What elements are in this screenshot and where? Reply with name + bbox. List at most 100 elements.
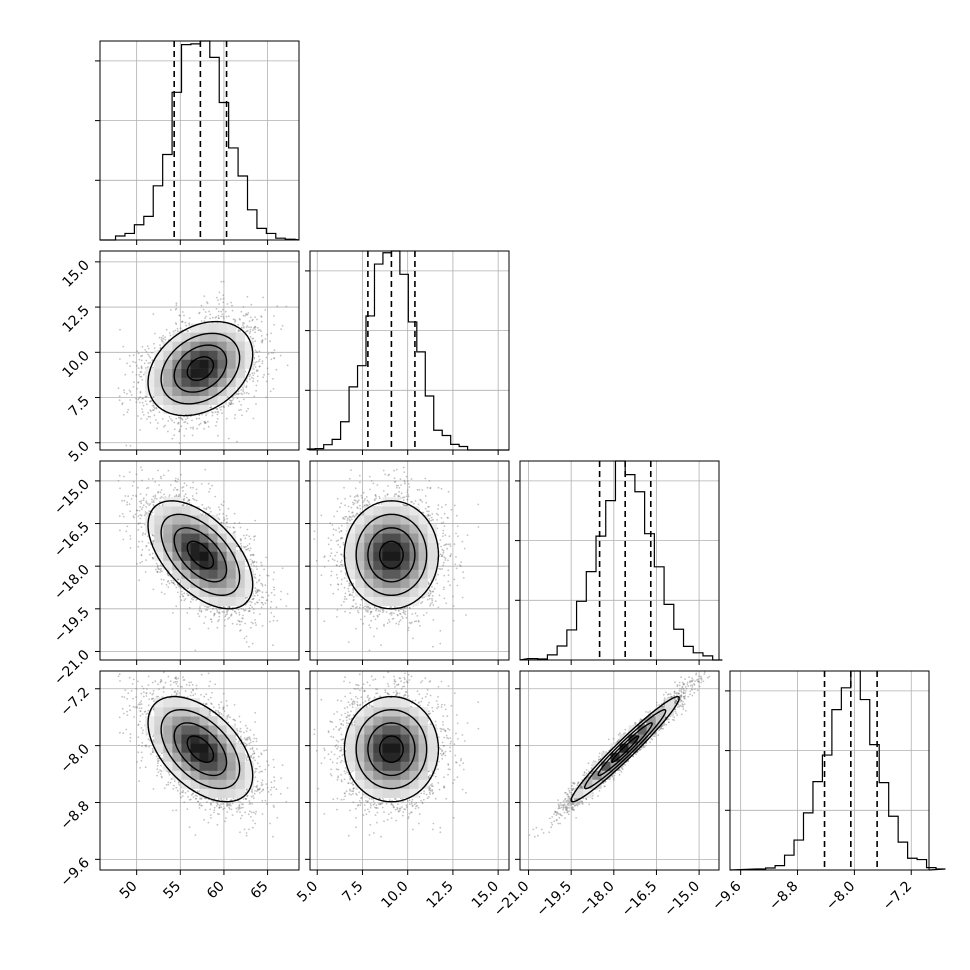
density-cell <box>154 359 164 369</box>
sample-point <box>344 515 347 518</box>
sample-point <box>265 396 268 399</box>
sample-point <box>255 351 258 353</box>
sample-point <box>159 347 162 349</box>
sample-point <box>432 619 435 621</box>
sample-point <box>205 421 207 424</box>
sample-point <box>346 521 348 524</box>
sample-point <box>254 361 257 364</box>
sample-point <box>144 400 147 402</box>
sample-point <box>223 619 226 621</box>
sample-point <box>238 521 241 524</box>
sample-point <box>140 526 143 528</box>
sample-point <box>273 594 276 596</box>
density-cell <box>226 587 236 597</box>
density-cell <box>154 506 164 516</box>
sample-point <box>128 389 131 392</box>
sample-point <box>260 320 263 323</box>
sample-point <box>180 590 183 593</box>
sample-point <box>286 364 289 367</box>
sample-point <box>174 480 177 482</box>
density-cell <box>145 377 155 387</box>
density-cell <box>190 542 200 552</box>
sample-point <box>153 407 156 410</box>
sample-point <box>140 466 142 469</box>
sample-point <box>229 403 232 406</box>
sample-point <box>135 473 138 476</box>
sample-point <box>126 392 128 395</box>
sample-point <box>225 315 228 318</box>
sample-point <box>220 521 223 524</box>
sample-point <box>144 511 147 513</box>
sample-point <box>155 407 158 410</box>
sample-point <box>145 493 148 496</box>
sample-point <box>208 310 211 313</box>
sample-point <box>192 426 195 429</box>
sample-point <box>201 413 203 416</box>
sample-point <box>416 615 419 617</box>
sample-point <box>216 408 218 411</box>
sample-point <box>118 474 121 477</box>
sample-point <box>235 612 238 615</box>
density-cell <box>226 350 236 360</box>
sample-point <box>201 503 204 506</box>
sample-point <box>258 360 260 363</box>
density-cell <box>226 560 236 570</box>
sample-point <box>198 312 201 315</box>
sample-point <box>167 586 170 588</box>
sample-point <box>211 411 213 413</box>
sample-point <box>218 618 220 621</box>
sample-point <box>128 354 131 357</box>
sample-point <box>443 574 446 577</box>
sample-point <box>379 497 381 500</box>
density-cell <box>199 350 209 360</box>
sample-point <box>231 304 233 307</box>
sample-point <box>142 497 145 500</box>
sample-point <box>223 317 225 320</box>
sample-point <box>273 571 275 574</box>
sample-point <box>171 419 174 422</box>
sample-point <box>237 608 240 611</box>
sample-point <box>168 582 171 585</box>
sample-point <box>234 414 237 416</box>
sample-point <box>238 613 241 616</box>
sample-point <box>173 495 176 498</box>
sample-point <box>442 588 445 591</box>
sample-point <box>250 554 252 557</box>
density-cell <box>163 506 173 516</box>
sample-point <box>261 341 264 344</box>
sample-point <box>157 491 160 494</box>
sample-point <box>151 359 154 361</box>
sample-point <box>129 547 132 549</box>
density-cell <box>199 359 209 369</box>
sample-point <box>222 504 225 507</box>
sample-point <box>257 329 260 332</box>
sample-point <box>126 503 128 506</box>
sample-point <box>124 373 127 376</box>
sample-point <box>357 611 360 614</box>
sample-point <box>172 330 175 333</box>
sample-point <box>174 322 177 324</box>
sample-point <box>250 376 253 379</box>
sample-point <box>230 403 233 406</box>
sample-point <box>250 303 253 306</box>
sample-point <box>255 370 258 372</box>
sample-point <box>429 592 432 595</box>
sample-point <box>240 326 243 329</box>
sample-point <box>185 428 188 430</box>
sample-point <box>242 325 245 328</box>
sample-point <box>138 500 141 503</box>
sample-point <box>196 427 198 430</box>
sample-point <box>159 497 162 500</box>
sample-point <box>132 360 135 363</box>
sample-point <box>142 397 145 400</box>
sample-point <box>254 326 257 328</box>
sample-point <box>172 612 174 614</box>
sample-point <box>248 375 251 378</box>
sample-point <box>152 588 155 591</box>
sample-point <box>222 308 224 311</box>
sample-point <box>252 327 255 329</box>
sample-point <box>203 422 206 425</box>
sample-point <box>203 320 206 322</box>
sample-point <box>210 406 213 408</box>
sample-point <box>141 408 143 410</box>
